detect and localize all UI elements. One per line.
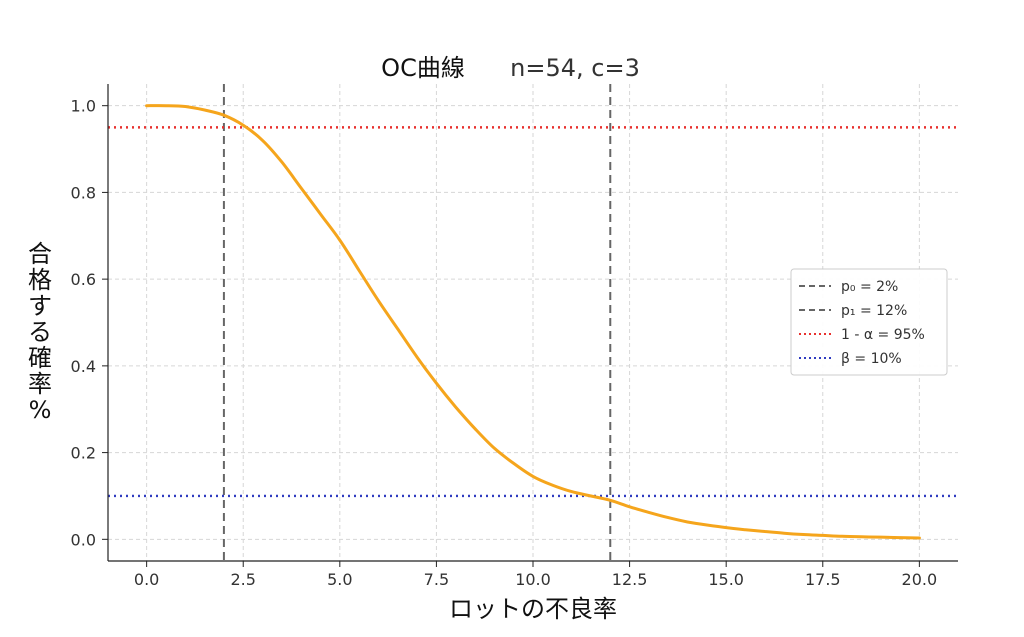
y-tick-label: 1.0: [71, 97, 96, 116]
legend-label-2: p₁ = 12%: [841, 303, 907, 319]
y-tick-label: 0.2: [71, 444, 96, 463]
y-tick-label: 0.4: [71, 357, 96, 376]
legend-label-1: p₀ = 2%: [841, 279, 898, 295]
x-tick-label: 17.5: [805, 570, 841, 589]
legend-label-4: β = 10%: [841, 351, 902, 367]
y-tick-label: 0.0: [71, 530, 96, 549]
x-ticks: 0.0 2.5 5.0 7.5 10.0 12.5 15.0 17.5 20.0: [134, 561, 937, 589]
x-axis-label: ロットの不良率: [449, 595, 617, 623]
y-axis-label: 合格する確率%: [28, 240, 52, 424]
y-ticks: 0.0 0.2 0.4 0.6 0.8 1.0: [71, 97, 108, 549]
x-tick-label: 7.5: [424, 570, 449, 589]
x-tick-label: 5.0: [327, 570, 352, 589]
legend: p₀ = 2% p₁ = 12% 1 - α = 95% β = 10%: [790, 268, 948, 376]
reference-lines: [108, 84, 958, 561]
x-tick-label: 10.0: [515, 570, 551, 589]
x-tick-label: 15.0: [708, 570, 744, 589]
legend-label-3: 1 - α = 95%: [841, 327, 925, 343]
chart-subtitle: n=54, c=3: [510, 54, 640, 82]
y-tick-label: 0.6: [71, 270, 96, 289]
chart-title: OC曲線: [381, 54, 465, 82]
y-tick-label: 0.8: [71, 183, 96, 202]
x-tick-label: 20.0: [902, 570, 938, 589]
x-tick-label: 12.5: [612, 570, 648, 589]
legend-frame: [790, 268, 948, 376]
oc-curve-line: [145, 104, 921, 540]
series-layer: [145, 104, 921, 540]
x-tick-label: 2.5: [231, 570, 256, 589]
x-tick-label: 0.0: [134, 570, 159, 589]
